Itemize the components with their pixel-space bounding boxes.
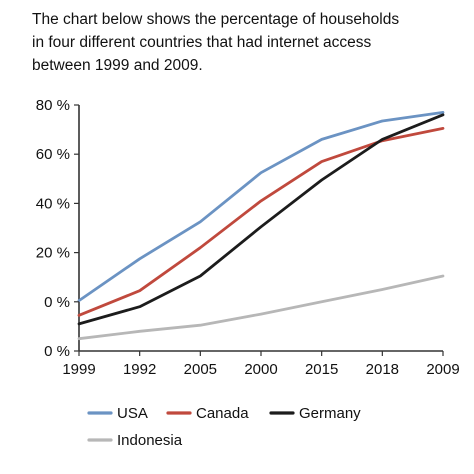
x-tick-label: 2018 xyxy=(366,361,399,378)
caption-line-1: The chart below shows the percentage of … xyxy=(32,11,400,28)
x-tick-label: 1999 xyxy=(62,361,95,378)
y-tick-label: 20 % xyxy=(36,245,70,262)
series-line-indonesia xyxy=(77,274,445,341)
legend-label-germany: Germany xyxy=(299,405,361,422)
chart-caption: The chart below shows the percentage of … xyxy=(32,8,452,77)
legend-label-usa: USA xyxy=(117,405,148,422)
y-tick-label: 0 % xyxy=(44,294,70,311)
chart-tick-labels: 80 %60 %40 %20 %0 %0 %1999 1992 2005 2000 20… xyxy=(36,97,460,378)
x-tick-label: 2009 xyxy=(426,361,459,378)
x-tick-label: 2005 xyxy=(184,361,217,378)
chart-legend: USA Canada Germany Indonesia xyxy=(87,405,361,449)
chart-series xyxy=(77,111,445,341)
y-tick-label: 0 % xyxy=(44,343,70,360)
y-tick-label: 40 % xyxy=(36,195,70,212)
x-tick-label: 2015 xyxy=(305,361,338,378)
legend-label-indonesia: Indonesia xyxy=(117,432,183,449)
caption-line-3: between 1999 and 2009. xyxy=(32,57,203,74)
series-line-usa xyxy=(77,111,445,303)
y-tick-label: 60 % xyxy=(36,146,70,163)
legend-label-canada: Canada xyxy=(196,405,249,422)
caption-line-2: in four different countries that had int… xyxy=(32,34,372,51)
x-tick-label: 2000 xyxy=(244,361,277,378)
series-line-germany xyxy=(77,113,445,326)
y-tick-label: 80 % xyxy=(36,97,70,114)
x-tick-label: 1992 xyxy=(123,361,156,378)
